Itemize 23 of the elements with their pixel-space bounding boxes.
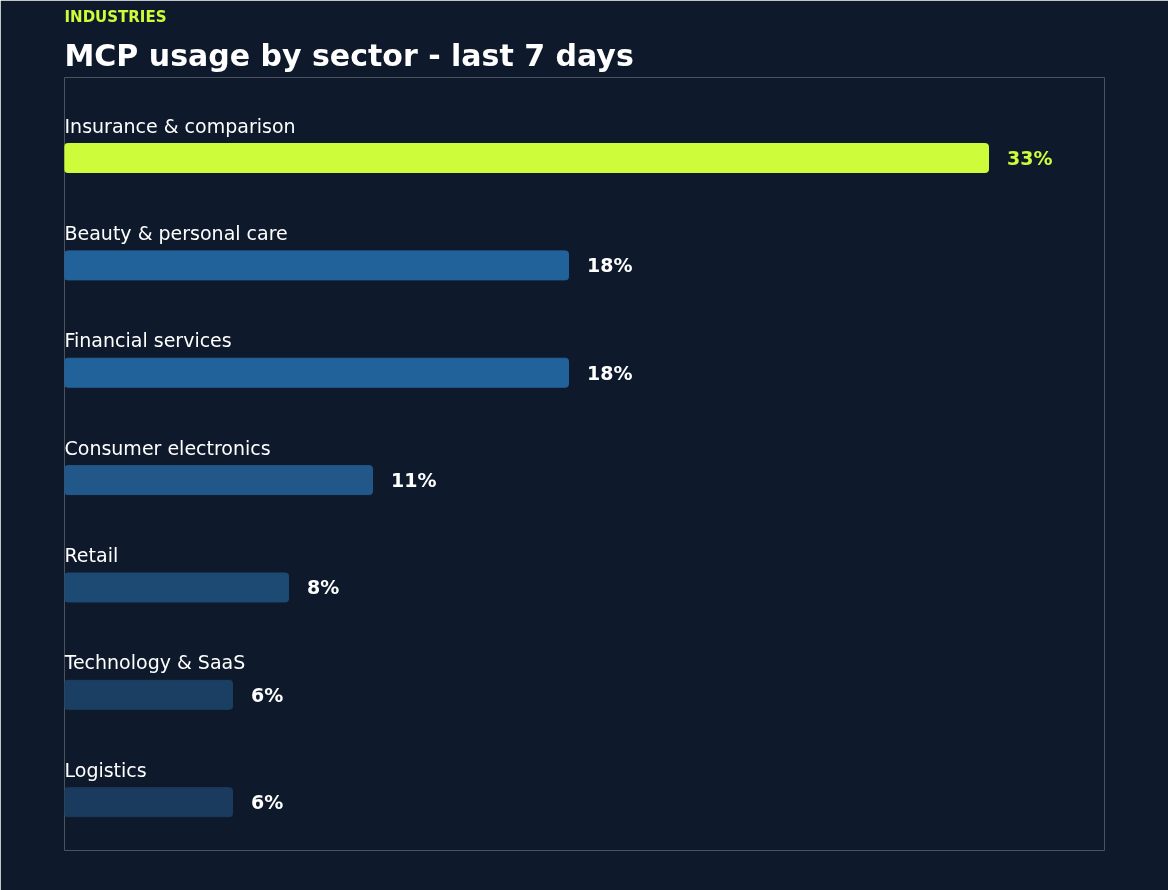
bar [64, 143, 989, 174]
data-label: 18% [586, 254, 633, 277]
data-label: 6% [250, 683, 284, 706]
y-tick-label: Consumer electronics [64, 436, 271, 459]
y-tick-label: Logistics [64, 758, 147, 781]
y-tick-label: Insurance & comparison [64, 114, 296, 137]
y-tick-label: Financial services [64, 329, 232, 352]
bar [64, 572, 289, 603]
bar [64, 250, 569, 281]
data-label: 6% [250, 791, 284, 814]
y-tick-label: Retail [64, 543, 119, 566]
y-tick-label: Technology & SaaS [63, 651, 246, 674]
bar [64, 787, 233, 818]
y-tick-label: Beauty & personal care [64, 221, 288, 244]
chart-title: MCP usage by sector - last 7 days [64, 37, 634, 73]
bar [64, 357, 569, 388]
bar [64, 679, 233, 710]
chart-subtitle: INDUSTRIES [64, 7, 167, 26]
data-label: 11% [390, 469, 437, 492]
bar [64, 465, 373, 496]
data-label: 18% [586, 361, 633, 384]
data-label: 33% [1006, 147, 1053, 170]
data-label: 8% [306, 576, 340, 599]
